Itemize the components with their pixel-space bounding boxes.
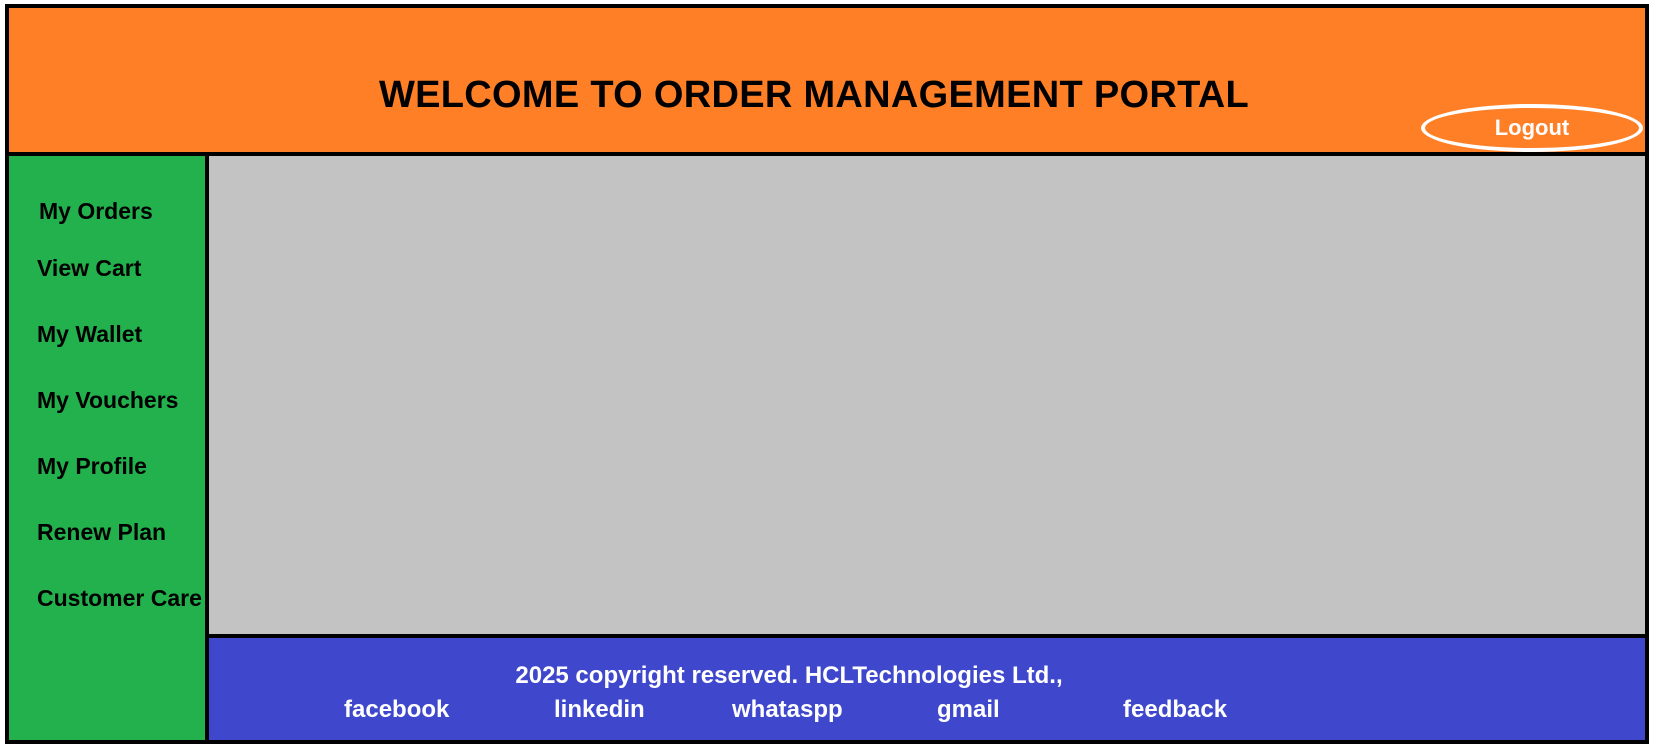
logout-button[interactable]: Logout: [1421, 104, 1643, 152]
footer: 2025 copyright reserved. HCLTechnologies…: [209, 638, 1645, 740]
footer-link-linkedin[interactable]: linkedin: [554, 696, 645, 723]
sidebar-item-my-orders[interactable]: My Orders: [39, 198, 153, 224]
sidebar-item-customer-care[interactable]: Customer Care: [37, 585, 202, 611]
footer-link-whatsapp[interactable]: whataspp: [732, 696, 843, 723]
copyright-text: 2025 copyright reserved. HCLTechnologies…: [515, 662, 1063, 689]
portal-frame: WELCOME TO ORDER MANAGEMENT PORTAL Logou…: [5, 4, 1649, 744]
footer-link-gmail[interactable]: gmail: [937, 696, 1000, 723]
footer-link-feedback[interactable]: feedback: [1123, 696, 1228, 723]
sidebar-item-renew-plan[interactable]: Renew Plan: [37, 519, 167, 545]
sidebar-item-view-cart[interactable]: View Cart: [37, 255, 142, 281]
header: WELCOME TO ORDER MANAGEMENT PORTAL Logou…: [9, 8, 1645, 156]
sidebar-item-my-profile[interactable]: My Profile: [37, 453, 147, 479]
main-content-area: [209, 156, 1645, 638]
sidebar-item-my-wallet[interactable]: My Wallet: [37, 321, 143, 347]
sidebar: My Orders View Cart My Wallet My Voucher…: [9, 156, 209, 740]
page-title: WELCOME TO ORDER MANAGEMENT PORTAL: [378, 74, 1250, 116]
footer-link-facebook[interactable]: facebook: [344, 696, 450, 723]
sidebar-item-my-vouchers[interactable]: My Vouchers: [37, 387, 179, 413]
